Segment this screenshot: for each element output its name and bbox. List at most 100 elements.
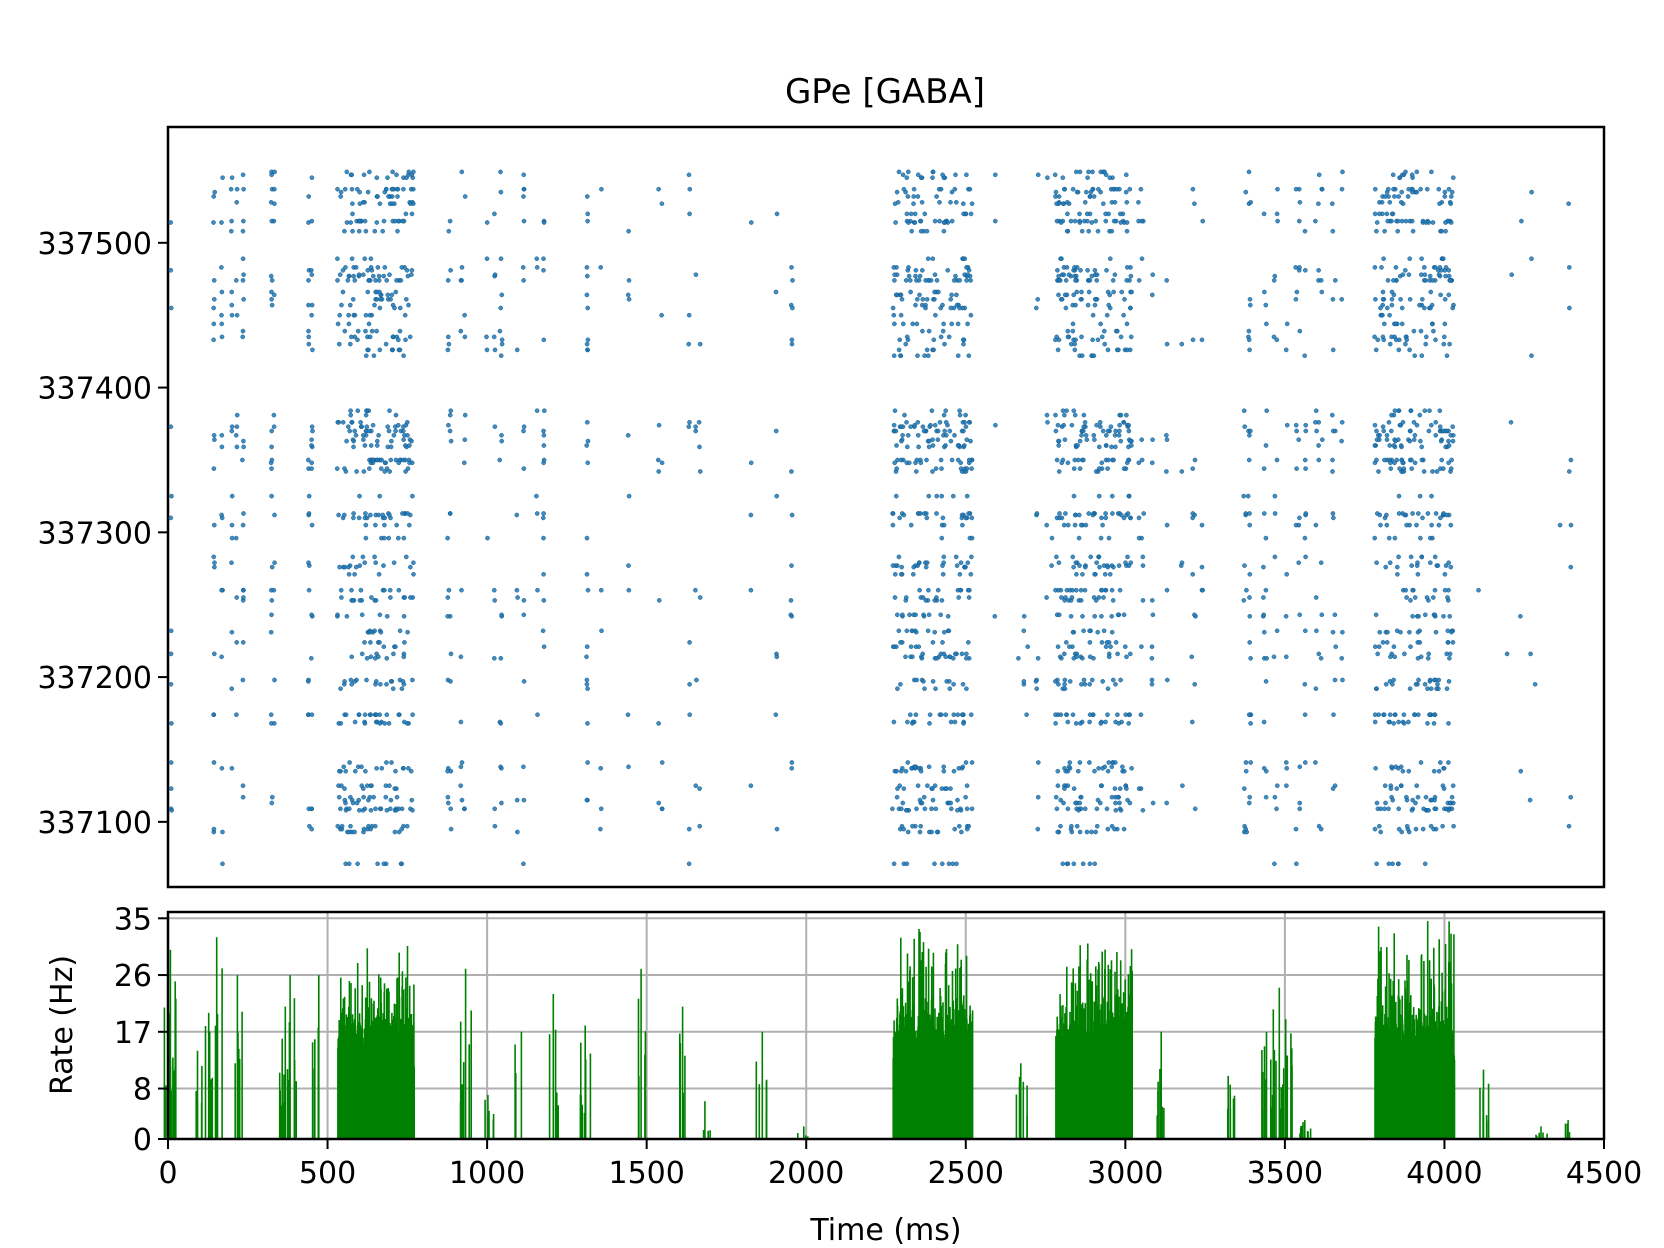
spike-dot: [168, 786, 174, 791]
spike-dot: [1113, 640, 1119, 645]
rate-bar: [470, 1046, 472, 1139]
spike-dot: [1139, 256, 1145, 262]
spike-dot: [344, 614, 350, 619]
spike-dot: [892, 408, 898, 414]
spike-dot: [1318, 826, 1324, 832]
spike-dot: [1261, 612, 1266, 618]
spike-dot: [1103, 644, 1109, 650]
spike-dot: [1105, 826, 1111, 832]
rate-bar: [172, 1057, 174, 1139]
spike-dot: [1164, 522, 1170, 528]
spike-dot: [1164, 341, 1170, 347]
spike-dot: [598, 766, 604, 771]
spike-dot: [1409, 466, 1414, 471]
spike-dot: [1388, 466, 1394, 471]
spike-dot: [347, 341, 353, 347]
spike-dot: [686, 341, 692, 347]
spike-dot: [357, 218, 362, 224]
spike-dot: [773, 289, 779, 295]
spike-dot: [229, 560, 234, 566]
spike-dot: [390, 186, 395, 192]
rate-bar: [1088, 1096, 1090, 1139]
spike-dot: [934, 656, 940, 661]
spike-dot: [219, 312, 224, 318]
spike-dot: [1079, 353, 1085, 359]
spike-dot: [348, 823, 353, 829]
spike-dot: [1401, 721, 1407, 726]
spike-dot: [890, 522, 896, 528]
spike-dot: [1388, 460, 1393, 466]
spike-dot: [458, 328, 464, 334]
spike-dot: [1449, 189, 1455, 195]
spike-dot: [1293, 265, 1298, 270]
spike-dot: [901, 861, 907, 867]
spike-dot: [1377, 512, 1383, 518]
spike-dot: [1372, 712, 1378, 718]
spike-dot: [687, 682, 692, 687]
spike-dot: [351, 438, 357, 444]
spike-dot: [1067, 760, 1073, 765]
spike-dot: [211, 305, 216, 311]
spike-dot: [1436, 686, 1441, 692]
spike-dot: [399, 806, 405, 812]
spike-dot: [943, 408, 949, 414]
spike-dot: [1124, 199, 1130, 205]
spike-dot: [1330, 412, 1335, 418]
spike-dot: [585, 686, 590, 692]
spike-dot: [748, 783, 754, 789]
spike-dot: [893, 572, 898, 577]
spike-dot: [910, 721, 915, 726]
spike-dot: [1316, 457, 1322, 463]
spike-dot: [360, 432, 366, 438]
spike-dot: [448, 267, 453, 273]
spike-dot: [894, 794, 900, 800]
spike-dot: [1294, 861, 1299, 867]
spike-dot: [910, 823, 915, 829]
spike-dot: [492, 272, 498, 278]
spike-dot: [904, 595, 909, 600]
spike-dot: [905, 337, 911, 343]
spike-dot: [541, 515, 546, 521]
spike-dot: [386, 721, 392, 726]
spike-dot: [1529, 256, 1534, 262]
rate-x-axis: 0 500 1000 1500 2000 2500 3000 3500 4000 4500: [158, 1139, 1642, 1191]
spike-dot: [1422, 682, 1428, 687]
spike-dot: [1149, 644, 1155, 650]
spike-dot: [1084, 437, 1090, 443]
spike-dot: [1388, 654, 1393, 660]
spike-dot: [924, 457, 929, 463]
spike-dot: [1283, 614, 1289, 619]
spike-dot: [1261, 211, 1267, 217]
spike-dot: [1139, 644, 1144, 650]
spike-dot: [964, 493, 970, 499]
spike-dot: [212, 564, 217, 570]
spike-dot: [211, 522, 217, 528]
spike-dot: [1140, 598, 1146, 603]
spike-dot: [1374, 228, 1379, 234]
spike-dot: [1124, 786, 1129, 791]
spike-dot: [1566, 823, 1572, 829]
spike-dot: [1097, 419, 1103, 425]
spike-dot: [1428, 305, 1433, 311]
spike-dot: [1398, 764, 1404, 770]
spike-dot: [541, 460, 546, 466]
spike-dot: [899, 438, 904, 444]
spike-dot: [917, 273, 923, 279]
spike-dot: [240, 328, 246, 334]
spike-dot: [1199, 522, 1205, 528]
rate-bar: [1087, 943, 1089, 1139]
spike-dot: [1372, 535, 1377, 541]
spike-dot: [1433, 806, 1439, 812]
spike-dot: [401, 353, 406, 359]
spike-dot: [309, 460, 315, 466]
spike-dot: [1113, 428, 1118, 434]
spike-dot: [1393, 764, 1399, 770]
spike-dot: [1098, 535, 1104, 541]
spike-dot: [373, 679, 379, 684]
spike-dot: [1105, 686, 1111, 692]
spike-dot: [373, 806, 378, 812]
spike-dot: [445, 614, 450, 619]
spike-dot: [336, 419, 342, 425]
rate-bar: [196, 1106, 198, 1139]
spike-dot: [1110, 278, 1116, 283]
